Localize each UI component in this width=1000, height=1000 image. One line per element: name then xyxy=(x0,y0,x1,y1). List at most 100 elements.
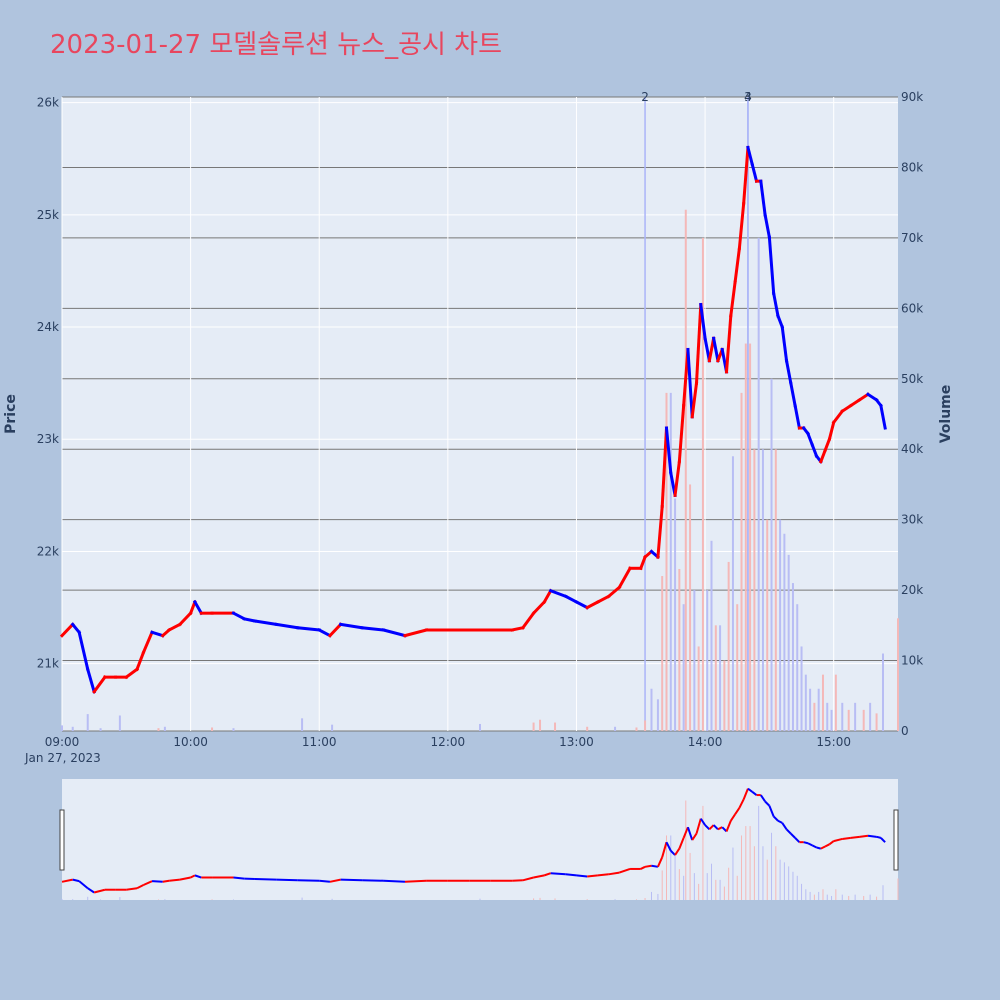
range-slider-right-handle[interactable] xyxy=(893,809,899,871)
slider-price-segment xyxy=(576,874,588,878)
price-segment xyxy=(810,442,819,459)
slider-volume-bar xyxy=(792,871,794,900)
slider-price-segment xyxy=(151,880,163,883)
volume-bar xyxy=(118,715,121,731)
volume-tick-label: 10k xyxy=(901,654,923,668)
slider-price-segment xyxy=(597,873,609,877)
news-marker-label[interactable]: 2 xyxy=(641,90,649,104)
price-segment xyxy=(274,622,300,630)
volume-bar xyxy=(766,519,769,731)
price-tick-label: 23k xyxy=(37,432,59,446)
volume-bar xyxy=(813,702,816,731)
range-slider-left-handle[interactable] xyxy=(59,809,65,871)
price-segment xyxy=(784,358,793,385)
slider-price-segment xyxy=(695,818,702,834)
slider-volume-bar xyxy=(674,855,676,900)
slider-price-segment xyxy=(543,872,552,877)
price-segment xyxy=(77,630,90,672)
volume-bar xyxy=(163,726,166,731)
time-tick-label: 10:00 xyxy=(173,735,208,749)
volume-tick-label: 40k xyxy=(901,442,923,456)
slider-volume-bar xyxy=(863,895,865,900)
slider-price-segment xyxy=(61,878,73,883)
slider-volume-bar xyxy=(723,886,725,900)
price-segment xyxy=(338,622,364,630)
slider-volume-bar xyxy=(119,897,121,900)
time-tick-label: 15:00 xyxy=(816,735,851,749)
slider-volume-bar xyxy=(753,846,755,900)
price-segment xyxy=(59,622,75,638)
news-marker-label[interactable]: 4 xyxy=(744,90,752,104)
volume-bar xyxy=(71,726,74,731)
price-segment xyxy=(733,246,742,284)
price-segment xyxy=(403,628,429,638)
slider-volume-bar xyxy=(876,896,878,900)
price-segment xyxy=(253,619,279,627)
slider-price-segment xyxy=(665,841,672,852)
slider-price-segment xyxy=(162,879,170,883)
slider-volume-bar xyxy=(762,846,764,900)
slider-volume-bar xyxy=(554,898,556,900)
main-plot-area xyxy=(62,97,898,731)
volume-bar xyxy=(86,714,89,731)
price-segment xyxy=(167,622,182,633)
y-axis-title-price: Price xyxy=(3,394,19,434)
volume-bar xyxy=(736,604,739,731)
slider-volume-bar xyxy=(715,879,717,900)
volume-bar xyxy=(554,722,557,731)
slider-price-segment xyxy=(319,879,331,883)
volume-bar xyxy=(862,709,865,731)
price-segment xyxy=(92,675,107,694)
slider-volume-bar xyxy=(670,835,672,900)
volume-tick-label: 70k xyxy=(901,231,923,245)
slider-volume-bar xyxy=(719,879,721,900)
slider-volume-bar xyxy=(100,899,102,900)
slider-price-segment xyxy=(725,820,732,832)
slider-volume-bar xyxy=(779,859,781,900)
slider-price-segment xyxy=(93,888,106,894)
slider-volume-bar xyxy=(479,898,481,900)
slider-volume-bar xyxy=(657,893,659,900)
price-segment xyxy=(242,617,257,623)
volume-bar xyxy=(834,674,837,731)
price-segment xyxy=(823,437,832,453)
slider-price-segment xyxy=(686,826,694,841)
volume-bar xyxy=(682,604,685,731)
slider-price-segment xyxy=(828,840,835,846)
slider-volume-bar xyxy=(702,805,704,900)
volume-bar xyxy=(61,725,63,731)
volume-bar xyxy=(586,726,589,731)
price-segment xyxy=(70,622,82,635)
price-segment xyxy=(135,650,146,672)
slider-price-segment xyxy=(734,807,741,815)
price-segment xyxy=(750,162,759,183)
volume-bar xyxy=(830,709,833,731)
price-segment xyxy=(806,431,815,447)
price-segment xyxy=(231,611,247,621)
slider-price-segment xyxy=(657,856,664,868)
volume-bar xyxy=(656,699,659,731)
slider-volume-bar xyxy=(728,867,730,900)
slider-volume-bar xyxy=(745,826,747,900)
range-slider[interactable] xyxy=(62,779,898,900)
slider-volume-bar xyxy=(831,895,833,900)
slider-price-segment xyxy=(674,848,681,856)
volume-bar xyxy=(635,727,638,731)
slider-price-segment xyxy=(651,864,659,868)
slider-price-segment xyxy=(691,833,698,841)
price-segment xyxy=(724,314,733,374)
volume-bar xyxy=(157,728,160,731)
price-segment xyxy=(563,594,579,604)
slider-price-segment xyxy=(803,841,809,845)
price-tick-label: 22k xyxy=(37,544,59,558)
price-segment xyxy=(542,588,553,605)
price-segment xyxy=(660,426,669,509)
chart-title: 2023-01-27 모델솔루션 뉴스_공시 차트 xyxy=(50,30,503,60)
slider-volume-bar xyxy=(61,898,63,900)
slider-price-segment xyxy=(126,887,138,891)
slider-price-segment xyxy=(876,835,882,839)
slider-price-segment xyxy=(704,824,711,831)
slider-price-segment xyxy=(729,813,736,822)
slider-price-segment xyxy=(717,826,723,831)
